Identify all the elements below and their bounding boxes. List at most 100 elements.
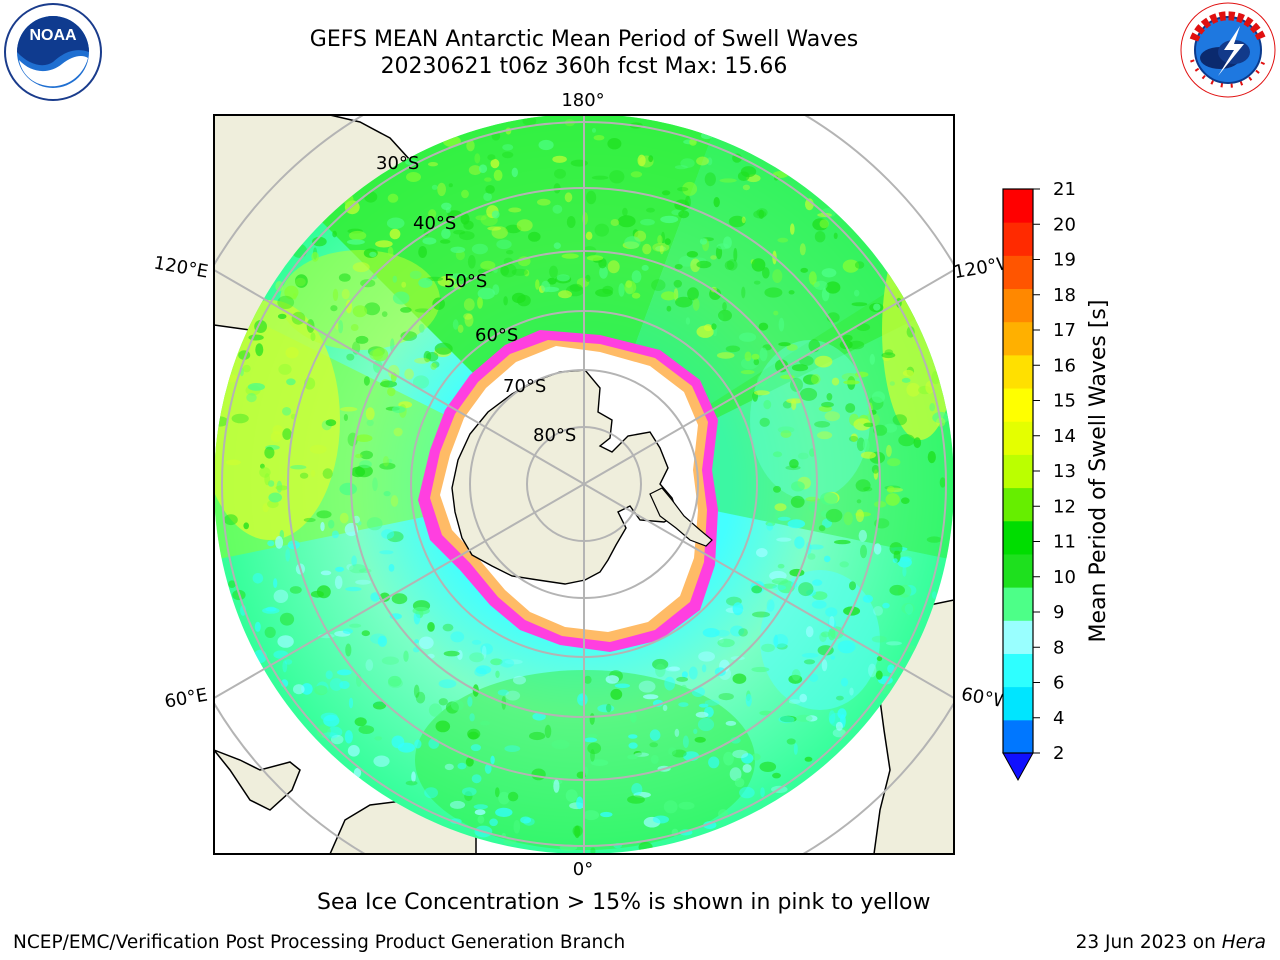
field-speckle-blob [243,365,251,373]
field-speckle-blob [901,497,910,504]
field-speckle-blob [554,169,566,179]
field-speckle-blob [571,160,588,167]
field-speckle-blob [248,383,265,391]
colorbar-tick-label: 17 [1053,320,1076,341]
field-speckle-blob [863,595,873,603]
footer-date-text: 23 Jun 2023 on [1076,932,1222,953]
field-speckle-blob [733,674,747,684]
field-speckle-blob [735,778,745,787]
field-speckle-blob [766,523,773,531]
field-speckle-blob [439,679,457,688]
field-speckle-blob [827,393,833,401]
field-speckle-blob [855,261,864,268]
colorbar-segment [1003,322,1033,356]
colorbar-segment [1003,289,1033,323]
field-speckle-blob [860,545,867,559]
field-speckle-blob [413,607,430,615]
field-speckle-blob [820,219,829,228]
field-speckle-blob [940,477,946,487]
field-speckle-blob [609,170,624,183]
field-speckle-blob [743,764,752,773]
field-speckle-blob [471,744,481,751]
field-speckle-blob [714,197,720,207]
field-speckle-blob [717,639,734,648]
field-speckle-blob [876,671,883,680]
field-speckle-blob [664,800,678,813]
field-speckle-blob [367,517,383,530]
field-speckle-blob [752,354,760,360]
field-speckle-blob [349,624,361,628]
field-speckle-blob [253,573,264,584]
field-speckle-blob [927,536,942,542]
colorbar-tick-label: 4 [1053,708,1064,729]
field-speckle-blob [414,639,419,643]
field-speckle-blob [796,715,813,722]
colorbar-tick-label: 2 [1053,743,1064,764]
field-speckle-blob [794,536,804,548]
field-speckle-blob [675,297,692,308]
field-speckle-blob [760,762,777,772]
field-speckle-blob [323,468,333,479]
colorbar-tick-label: 19 [1053,250,1076,271]
field-speckle-blob [450,631,464,642]
field-speckle-blob [404,369,414,380]
field-speckle-blob [618,215,636,227]
field-speckle-blob [345,587,361,591]
field-speckle-blob [355,580,371,585]
field-speckle-blob [836,722,843,731]
field-speckle-blob [898,434,915,446]
field-speckle-blob [686,317,690,325]
field-speckle-blob [495,808,512,817]
field-speckle-blob [567,216,576,228]
field-speckle-blob [344,414,348,421]
field-speckle-blob [286,378,296,385]
footer-host: Hera [1222,932,1266,953]
field-speckle-blob [479,164,487,173]
field-speckle-blob [890,381,895,386]
field-speckle-blob [776,538,791,542]
field-speckle-blob [480,721,490,726]
field-speckle-blob [427,622,435,632]
field-speckle-blob [789,290,795,294]
field-speckle-blob [893,558,898,563]
field-speckle-blob [347,239,365,244]
field-speckle-blob [681,685,687,692]
field-speckle-blob [618,283,624,297]
colorbar-segment [1003,222,1033,256]
field-speckle-blob [668,747,676,755]
field-speckle-blob [806,626,814,637]
footer-branch: NCEP/EMC/Verification Post Processing Pr… [13,932,625,953]
field-speckle-blob [805,757,813,762]
field-speckle-blob [594,135,605,140]
field-speckle-blob [345,730,353,743]
field-speckle-blob [791,481,805,491]
field-speckle-blob [342,289,350,299]
field-speckle-blob [704,324,713,331]
field-speckle-blob [812,600,827,609]
field-speckle-blob [775,503,787,511]
field-speckle-blob [388,676,402,687]
field-speckle-blob [855,372,868,378]
field-speckle-blob [400,307,412,313]
field-speckle-blob [791,496,805,508]
field-speckle-blob [529,732,545,740]
field-speckle-blob [458,763,467,770]
field-speckle-blob [273,650,288,658]
field-speckle-blob [732,750,748,759]
field-speckle-blob [282,428,291,440]
field-speckle-blob [661,291,676,300]
field-speckle-blob [595,289,613,297]
field-speckle-blob [822,659,828,671]
field-speckle-blob [332,231,337,238]
field-speckle-blob [873,606,883,616]
field-speckle-blob [246,393,256,402]
field-speckle-blob [453,319,459,329]
field-speckle-blob [280,613,294,626]
field-speckle-blob [662,190,670,195]
field-speckle-blob [610,689,622,700]
field-speckle-blob [819,525,826,531]
field-speckle-blob [278,314,287,319]
field-speckle-blob [832,378,839,386]
field-speckle-blob [419,324,425,333]
field-speckle-blob [754,390,770,395]
